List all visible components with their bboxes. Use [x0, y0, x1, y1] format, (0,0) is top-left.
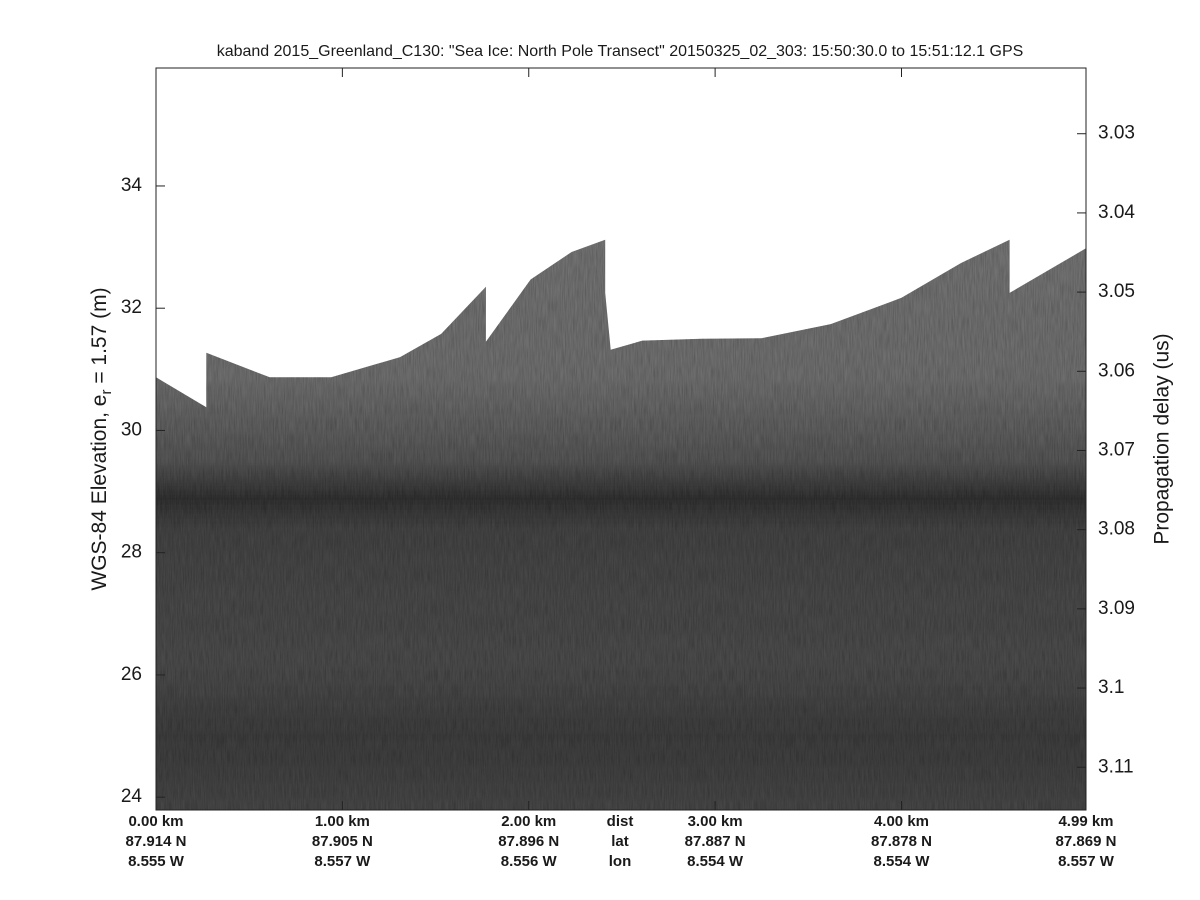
- y2-axis-label: Propagation delay (us): [1151, 333, 1174, 544]
- y-label-part: WGS-84 Elevation, e: [88, 395, 111, 591]
- x-tick-label: 3.00 km: [688, 813, 743, 830]
- row-header: lat: [611, 833, 629, 850]
- x-tick-label: 0.00 km: [128, 813, 183, 830]
- lat-label: 87.905 N: [312, 833, 373, 850]
- y-label-part: = 1.57 (m): [88, 287, 111, 389]
- y2-tick-label: 3.03: [1098, 123, 1135, 144]
- lon-label: 8.554 W: [874, 853, 931, 870]
- y-label-sub: r: [98, 390, 115, 395]
- y-tick-label: 32: [121, 297, 142, 318]
- x-tick-label: 4.00 km: [874, 813, 929, 830]
- axes-frame: [155, 67, 1087, 811]
- y2-tick-label: 3.05: [1098, 281, 1135, 302]
- lon-label: 8.555 W: [128, 853, 185, 870]
- row-header: dist: [607, 813, 634, 830]
- y-tick-label: 30: [121, 419, 142, 440]
- y-tick-label: 28: [121, 542, 142, 563]
- plot-area: [156, 239, 1086, 810]
- lon-label: 8.557 W: [314, 853, 371, 870]
- lon-label: 8.557 W: [1058, 853, 1115, 870]
- lat-label: 87.887 N: [685, 833, 746, 850]
- y-axis-label: WGS-84 Elevation, er = 1.57 (m): [88, 287, 115, 590]
- y-tick-label: 26: [121, 664, 142, 685]
- lat-label: 87.869 N: [1056, 833, 1117, 850]
- y2-tick-label: 3.07: [1098, 439, 1135, 460]
- y2-tick-label: 3.09: [1098, 598, 1135, 619]
- y-tick-label: 34: [121, 175, 143, 196]
- y-tick-label: 24: [121, 786, 143, 807]
- x-tick-label: 4.99 km: [1058, 813, 1113, 830]
- lon-label: 8.556 W: [501, 853, 558, 870]
- y2-tick-label: 3.11: [1098, 756, 1134, 777]
- lat-label: 87.914 N: [126, 833, 187, 850]
- lon-label: 8.554 W: [687, 853, 744, 870]
- echogram-area: [156, 239, 1086, 810]
- row-header: lon: [609, 853, 632, 870]
- y2-tick-label: 3.06: [1098, 360, 1135, 381]
- chart-title: kaband 2015_Greenland_C130: "Sea Ice: No…: [217, 43, 1024, 60]
- y2-tick-label: 3.08: [1098, 519, 1135, 540]
- lat-label: 87.896 N: [498, 833, 559, 850]
- lat-label: 87.878 N: [871, 833, 932, 850]
- x-tick-label: 2.00 km: [501, 813, 556, 830]
- x-tick-label: 1.00 km: [315, 813, 370, 830]
- y2-tick-label: 3.1: [1098, 677, 1124, 698]
- y2-tick-label: 3.04: [1098, 202, 1135, 223]
